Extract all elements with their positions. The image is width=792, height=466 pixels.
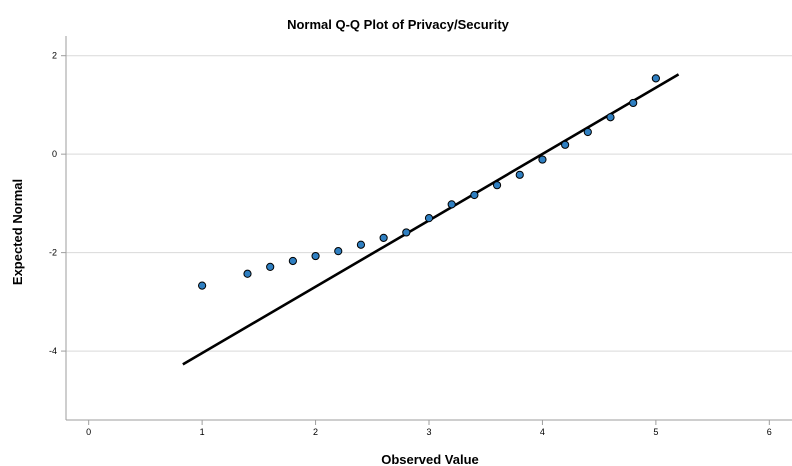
data-point bbox=[379, 233, 388, 242]
x-axis-label: Observed Value bbox=[381, 452, 479, 466]
data-point bbox=[651, 74, 660, 83]
data-point bbox=[583, 127, 592, 137]
data-point bbox=[515, 170, 524, 179]
x-tick-label: 2 bbox=[313, 427, 318, 437]
y-tick-label: 2 bbox=[52, 51, 57, 61]
data-point bbox=[243, 269, 252, 278]
data-point bbox=[606, 113, 615, 122]
data-point bbox=[424, 214, 434, 223]
data-point bbox=[492, 181, 502, 190]
data-point bbox=[288, 256, 297, 266]
data-point bbox=[470, 190, 479, 200]
data-point bbox=[198, 281, 207, 290]
axes bbox=[61, 36, 792, 425]
x-tick-label: 3 bbox=[426, 427, 431, 437]
y-tick-label: 0 bbox=[52, 149, 57, 159]
y-axis-label: Expected Normal bbox=[10, 179, 25, 285]
x-tick-label: 5 bbox=[653, 427, 658, 437]
data-points bbox=[198, 74, 660, 290]
x-tick-label: 0 bbox=[86, 427, 91, 437]
data-point bbox=[538, 155, 547, 164]
gridlines bbox=[66, 55, 792, 352]
data-point bbox=[629, 98, 638, 108]
data-point bbox=[266, 262, 275, 271]
data-point bbox=[561, 140, 570, 149]
y-tick-label: -4 bbox=[49, 346, 57, 356]
x-tick-label: 4 bbox=[540, 427, 545, 437]
data-point bbox=[311, 251, 320, 261]
y-tick-label: -2 bbox=[49, 248, 57, 258]
x-tick-label: 6 bbox=[767, 427, 772, 437]
data-point bbox=[447, 200, 456, 209]
x-tick-label: 1 bbox=[200, 427, 205, 437]
x-tick-labels: 0 1 2 3 4 5 6 bbox=[86, 427, 772, 437]
y-tick-labels: 2 0 -2 -4 bbox=[49, 51, 57, 356]
data-point bbox=[356, 240, 366, 249]
chart-title: Normal Q-Q Plot of Privacy/Security bbox=[287, 17, 510, 32]
data-point bbox=[334, 247, 343, 256]
data-point bbox=[402, 228, 411, 237]
